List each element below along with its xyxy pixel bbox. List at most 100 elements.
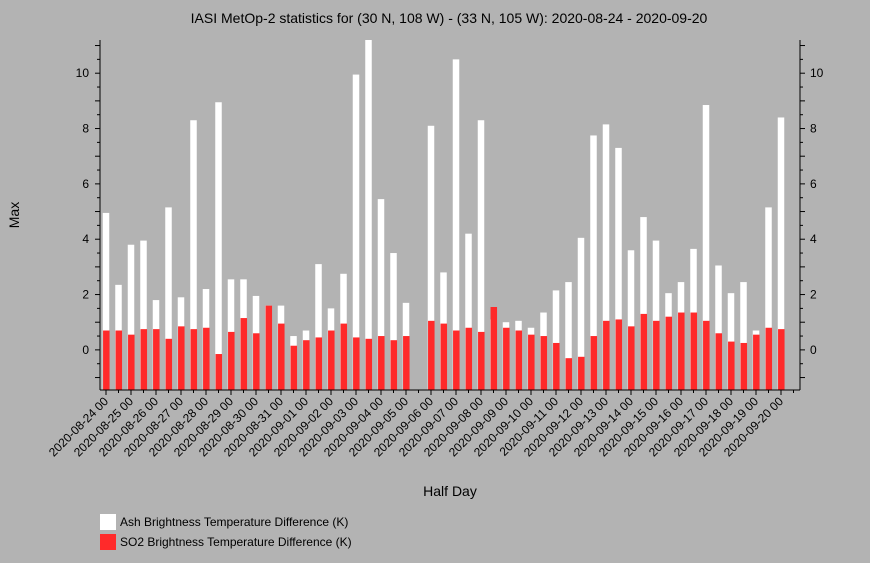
ash-bar-54	[777, 117, 785, 390]
so2-bar-7	[190, 329, 198, 390]
so2-bar-44	[653, 320, 660, 390]
so2-bar-24	[403, 336, 410, 390]
ash-bar-23	[390, 253, 397, 390]
so2-bar-40	[603, 320, 610, 390]
so2-bar-19	[340, 323, 348, 390]
ash-bar-41	[615, 147, 622, 390]
bars-group	[102, 40, 785, 391]
ash-bar-37	[565, 282, 572, 390]
so2-bar-4	[153, 329, 160, 390]
ash-bar-39	[590, 135, 597, 390]
so2-bar-26	[428, 320, 435, 390]
so2-bar-8	[203, 327, 210, 390]
so2-bar-27	[440, 323, 448, 390]
ash-bar-5	[165, 207, 172, 390]
y-tick-label-left: 4	[82, 232, 89, 246]
ash-bar-30	[477, 120, 485, 391]
y-axis-title: Max	[6, 202, 22, 228]
so2-bar-47	[690, 312, 698, 390]
so2-bar-2	[128, 334, 135, 390]
so2-bar-39	[590, 336, 598, 390]
ash-bar-43	[640, 217, 647, 390]
ash-bar-7	[190, 120, 197, 391]
so2-bar-6	[178, 326, 185, 390]
so2-bar-11	[240, 318, 248, 390]
so2-bar-54	[778, 329, 785, 390]
so2-bar-37	[565, 358, 573, 390]
so2-bar-53	[765, 327, 773, 390]
ash-bar-29	[465, 233, 472, 390]
ash-bar-22	[377, 199, 385, 390]
so2-bar-10	[228, 331, 235, 390]
y-tick-label-left: 6	[82, 177, 89, 191]
so2-bar-22	[378, 336, 385, 390]
so2-bar-21	[365, 338, 373, 390]
ash-bar-3	[140, 240, 147, 390]
so2-bar-13	[265, 305, 273, 390]
so2-bar-5	[165, 338, 173, 390]
ash-bar-26	[427, 125, 435, 391]
so2-bar-28	[453, 330, 460, 390]
legend-item-ash: Ash Brightness Temperature Difference (K…	[100, 512, 352, 532]
so2-bar-12	[253, 333, 260, 390]
legend-item-so2: SO2 Brightness Temperature Difference (K…	[100, 532, 352, 552]
ash-bar-42	[627, 250, 635, 390]
so2-bar-32	[503, 327, 510, 390]
x-axis-title: Half Day	[423, 483, 477, 499]
so2-bar-23	[390, 340, 398, 390]
so2-bar-1	[115, 330, 123, 390]
so2-bar-43	[640, 313, 648, 390]
y-tick-label-right: 4	[810, 232, 817, 246]
so2-bar-20	[353, 337, 360, 390]
so2-bar-42	[628, 326, 635, 390]
so2-bar-31	[490, 307, 498, 390]
so2-bar-17	[315, 337, 323, 390]
y-tick-label-left: 2	[82, 288, 89, 302]
legend-swatch-ash	[100, 514, 116, 530]
so2-bar-48	[703, 320, 710, 390]
y-tick-label-right: 0	[810, 343, 817, 357]
ash-bar-48	[702, 105, 710, 391]
ash-bar-44	[652, 240, 660, 390]
legend: Ash Brightness Temperature Difference (K…	[100, 512, 352, 552]
ash-bar-38	[577, 237, 585, 390]
ash-bar-49	[715, 265, 722, 390]
so2-bar-49	[715, 333, 723, 390]
so2-bar-50	[728, 341, 735, 390]
so2-bar-41	[615, 319, 623, 390]
so2-bar-14	[278, 323, 285, 390]
ash-bar-28	[452, 59, 460, 391]
y-tick-label-left: 0	[82, 343, 89, 357]
y-tick-label-right: 6	[810, 177, 817, 191]
y-tick-label-right: 8	[810, 122, 817, 136]
ash-bar-9	[215, 102, 222, 390]
y-tick-label-left: 10	[76, 66, 90, 80]
so2-bar-30	[478, 331, 485, 390]
ash-bar-20	[352, 74, 360, 390]
so2-bar-45	[665, 316, 673, 390]
so2-bar-0	[103, 330, 110, 390]
so2-bar-46	[678, 312, 685, 390]
legend-swatch-so2	[100, 534, 116, 550]
so2-bar-16	[303, 340, 310, 390]
ash-bar-36	[552, 290, 560, 390]
ash-bar-21	[365, 40, 372, 390]
chart-title: IASI MetOp-2 statistics for (30 N, 108 W…	[191, 10, 708, 26]
ash-bar-53	[765, 207, 772, 390]
so2-bar-52	[753, 334, 760, 390]
so2-bar-38	[578, 356, 585, 390]
ash-bar-40	[602, 124, 610, 390]
y-tick-label-left: 8	[82, 122, 89, 136]
so2-bar-34	[528, 334, 535, 390]
ash-bar-17	[315, 264, 322, 390]
so2-bar-9	[215, 354, 223, 390]
so2-bar-33	[515, 330, 523, 390]
legend-label-ash: Ash Brightness Temperature Difference (K…	[120, 515, 349, 529]
ash-bar-0	[102, 212, 110, 390]
so2-bar-36	[553, 342, 560, 390]
so2-bar-3	[140, 329, 148, 390]
so2-bar-35	[540, 336, 548, 390]
legend-label-so2: SO2 Brightness Temperature Difference (K…	[120, 535, 352, 549]
